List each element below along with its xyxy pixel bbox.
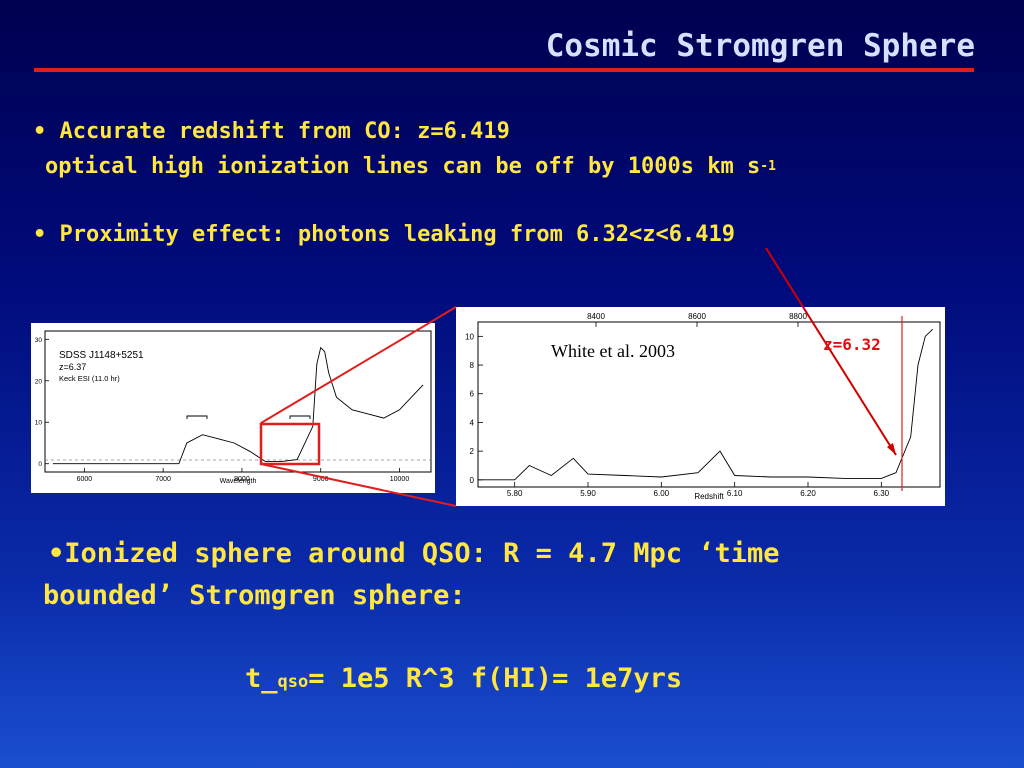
x-axis-label: Redshift [694, 492, 724, 501]
bullet-ionized-sphere: •Ionized sphere around QSO: R = 4.7 Mpc … [48, 538, 780, 569]
spectrum-line [52, 346, 424, 465]
bullet-accurate-redshift: • Accurate redshift from CO: z=6.419 [33, 119, 510, 144]
x-tick-label: 6.20 [800, 489, 816, 498]
legend-line-3: Keck ESI (11.0 hr) [59, 374, 120, 383]
x-tick-label: 6.00 [654, 489, 670, 498]
y-tick-label: 8 [470, 361, 475, 370]
plot-frame [477, 321, 941, 488]
citation: White et al. 2003 [551, 341, 675, 361]
zoom-box [259, 422, 321, 466]
x-tick-label: 7000 [155, 476, 171, 483]
top-tick-label: 8400 [587, 312, 605, 321]
legend-line-2: z=6.37 [59, 362, 86, 372]
x-axis-label: Wavelength [220, 478, 257, 485]
redshift-figure: 0 2 4 6 8 10 5.80 5.90 6.00 6.10 6.20 6.30 8400 860… [456, 307, 945, 506]
legend-line-1: SDSS J1148+5251 [59, 350, 144, 361]
flux-line [478, 328, 934, 481]
bullet-text: Accurate redshift from CO: z=6.419 [59, 119, 510, 144]
y-tick-label: 10 [465, 332, 474, 341]
top-tick-label: 8800 [789, 312, 807, 321]
bullet-marker: • [33, 119, 47, 144]
x-tick-label: 6.10 [727, 489, 743, 498]
y-tick-label: 0 [470, 476, 475, 485]
y-tick-label: 2 [470, 447, 475, 456]
y-tick-label: 6 [470, 390, 475, 399]
x-tick-label: 8000 [234, 476, 250, 483]
exponent: -1 [760, 159, 776, 174]
y-tick-label: 0 [38, 461, 42, 468]
y-tick-label: 4 [470, 418, 475, 427]
formula-rhs: = 1e5 R^3 f(HI)= 1e7yrs [308, 663, 683, 694]
slide-title: Cosmic Stromgren Sphere [545, 28, 975, 64]
bullet-ionized-sphere-cont: bounded’ Stromgren sphere: [43, 580, 466, 611]
x-tick-label: 6.30 [874, 489, 890, 498]
y-tick-label: 20 [35, 378, 43, 385]
spectrum-figure: 0 10 20 30 6000 7000 8000 9000 10000 SDSS J1148… [31, 323, 435, 493]
x-tick-label: 5.80 [507, 489, 523, 498]
redshift-chart: 0 2 4 6 8 10 5.80 5.90 6.00 6.10 6.20 6.30 8400 860… [465, 312, 941, 501]
bullet-continuation: optical high ionization lines can be off… [45, 154, 776, 179]
formula: t_qso= 1e5 R^3 f(HI)= 1e7yrs [245, 663, 682, 694]
title-underline [34, 68, 974, 72]
window-brackets [186, 415, 311, 419]
bullet-text: Ionized sphere around QSO: R = 4.7 Mpc ‘… [64, 538, 780, 569]
bullet-proximity-effect: • Proximity effect: photons leaking from… [33, 222, 735, 247]
bullet-marker: • [33, 222, 47, 247]
formula-lhs: t_ [245, 663, 278, 694]
x-tick-label: 6000 [77, 476, 93, 483]
y-tick-label: 10 [35, 420, 43, 427]
spectrum-chart: 0 10 20 30 6000 7000 8000 9000 10000 SDSS J1148… [35, 330, 432, 485]
x-tick-label: 9000 [313, 476, 329, 483]
x-tick-label: 10000 [390, 476, 410, 483]
bullet-text: Proximity effect: photons leaking from 6… [59, 222, 736, 247]
top-tick-label: 8600 [688, 312, 706, 321]
formula-subscript: qso [277, 672, 309, 692]
x-tick-label: 5.90 [580, 489, 596, 498]
bullet-text: optical high ionization lines can be off… [45, 154, 761, 179]
y-tick-label: 30 [35, 337, 43, 344]
bullet-marker: • [48, 538, 65, 569]
